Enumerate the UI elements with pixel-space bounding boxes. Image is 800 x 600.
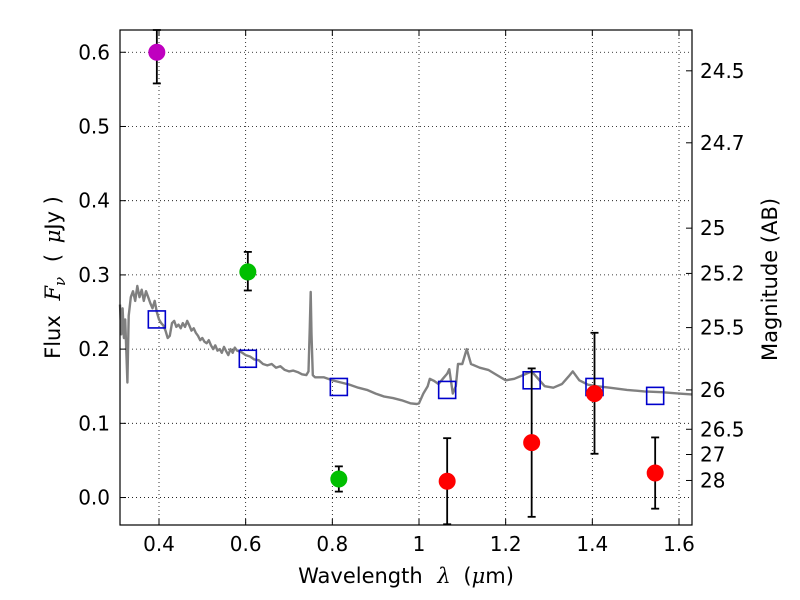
observed-red-point — [646, 464, 664, 482]
y-tick-label: 0.3 — [78, 263, 110, 287]
observed-green-point — [330, 470, 348, 488]
x-tick-label: 1.2 — [490, 532, 522, 556]
observed-blue-point — [148, 43, 166, 61]
x-tick-label: 0.4 — [143, 532, 175, 556]
right-tick-label: 25.2 — [700, 261, 745, 285]
x-tick-label: 1 — [413, 532, 426, 556]
model-photometry-marker — [645, 386, 665, 406]
right-tick-label: 27 — [700, 442, 725, 466]
x-axis-title: Wavelength λ (μm) — [298, 564, 514, 588]
observed-green-point — [239, 263, 257, 281]
observed-red-point — [438, 472, 456, 490]
x-tick-label: 0.6 — [230, 532, 262, 556]
x-tick-label: 0.8 — [316, 532, 348, 556]
right-tick-label: 28 — [700, 468, 725, 492]
y-tick-label: 0.2 — [78, 337, 110, 361]
y-tick-label: 0.5 — [78, 114, 110, 138]
model-photometry-marker — [238, 349, 258, 369]
right-axis-title: Magnitude (AB) — [758, 198, 782, 361]
x-tick-label: 1.6 — [663, 532, 695, 556]
y-tick-label: 0.4 — [78, 189, 110, 213]
observed-red-point — [586, 385, 603, 403]
y-axis-title: Flux Fν ( μJy ) — [41, 196, 70, 359]
model-photometry-marker — [147, 310, 167, 329]
sed-model-layer — [118, 284, 693, 406]
photometry-layer — [147, 29, 665, 526]
sed-model-curve — [118, 284, 693, 406]
right-tick-label: 25 — [700, 216, 725, 240]
grid — [120, 30, 692, 525]
plot-frame — [119, 29, 693, 526]
axis-ticks: 0.4 0.6 0.8 1 1.2 1.4 1.6 0.0 0.1 0.2 0.3 0.4 0.5 0.6… — [78, 30, 745, 556]
right-tick-label: 25.5 — [700, 316, 745, 340]
right-tick-label: 26.5 — [700, 417, 745, 441]
right-tick-label: 24.5 — [700, 59, 745, 83]
right-tick-label: 24.7 — [700, 131, 745, 155]
observed-red-point — [523, 434, 541, 452]
model-photometry-marker — [437, 380, 457, 400]
y-tick-label: 0.0 — [78, 486, 110, 510]
x-tick-label: 1.4 — [576, 532, 608, 556]
y-tick-label: 0.6 — [78, 40, 110, 64]
model-photometry-marker — [329, 377, 349, 397]
y-tick-label: 0.1 — [78, 411, 110, 435]
right-tick-label: 26 — [700, 378, 725, 402]
